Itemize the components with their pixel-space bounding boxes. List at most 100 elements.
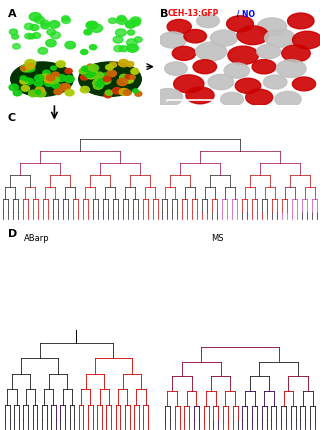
Circle shape xyxy=(130,75,135,79)
Circle shape xyxy=(276,60,306,77)
Circle shape xyxy=(119,89,129,95)
Circle shape xyxy=(24,23,34,30)
Circle shape xyxy=(35,90,41,94)
Circle shape xyxy=(89,64,99,71)
Circle shape xyxy=(25,33,33,39)
Text: / NO: / NO xyxy=(234,9,255,18)
Circle shape xyxy=(86,22,97,29)
Circle shape xyxy=(117,15,126,22)
Circle shape xyxy=(126,61,134,67)
Circle shape xyxy=(28,34,35,39)
Circle shape xyxy=(127,30,135,35)
Circle shape xyxy=(32,33,41,38)
Circle shape xyxy=(100,77,111,84)
Circle shape xyxy=(35,87,44,93)
Circle shape xyxy=(80,86,90,93)
Circle shape xyxy=(91,24,102,32)
Circle shape xyxy=(96,81,104,87)
Circle shape xyxy=(172,46,196,60)
Circle shape xyxy=(282,45,310,62)
Circle shape xyxy=(63,86,70,91)
Circle shape xyxy=(165,62,187,75)
Circle shape xyxy=(38,48,48,54)
Circle shape xyxy=(82,66,89,71)
Circle shape xyxy=(43,74,49,77)
Circle shape xyxy=(12,34,19,39)
Circle shape xyxy=(119,46,128,52)
Circle shape xyxy=(25,59,36,67)
Circle shape xyxy=(64,76,74,83)
Circle shape xyxy=(130,17,141,25)
Circle shape xyxy=(84,29,92,35)
Circle shape xyxy=(13,90,21,96)
Text: a: a xyxy=(165,98,168,103)
Circle shape xyxy=(257,18,287,35)
Ellipse shape xyxy=(79,62,141,96)
Text: ABarp: ABarp xyxy=(24,234,50,243)
Circle shape xyxy=(98,80,104,85)
Circle shape xyxy=(94,72,103,78)
Circle shape xyxy=(220,92,244,106)
Text: C: C xyxy=(8,113,16,123)
Circle shape xyxy=(90,45,97,50)
Circle shape xyxy=(21,86,29,91)
Circle shape xyxy=(120,74,128,80)
Circle shape xyxy=(186,87,214,104)
Circle shape xyxy=(174,75,204,93)
Circle shape xyxy=(12,44,20,49)
Circle shape xyxy=(21,65,31,72)
Circle shape xyxy=(43,70,50,76)
Circle shape xyxy=(105,90,113,95)
Circle shape xyxy=(257,44,281,58)
Circle shape xyxy=(87,64,93,68)
Circle shape xyxy=(88,65,94,70)
Circle shape xyxy=(116,17,127,25)
Circle shape xyxy=(47,78,57,84)
Circle shape xyxy=(88,69,97,75)
Circle shape xyxy=(51,66,56,70)
Circle shape xyxy=(153,89,183,106)
Circle shape xyxy=(263,75,287,89)
Text: MS: MS xyxy=(211,234,224,243)
Text: A: A xyxy=(8,9,17,19)
Circle shape xyxy=(81,49,88,55)
Circle shape xyxy=(127,44,138,52)
Circle shape xyxy=(20,67,26,71)
Circle shape xyxy=(197,14,219,28)
Circle shape xyxy=(235,78,261,93)
Circle shape xyxy=(62,17,70,24)
Circle shape xyxy=(35,75,44,81)
Circle shape xyxy=(25,65,35,72)
Circle shape xyxy=(29,12,41,21)
Circle shape xyxy=(134,37,142,43)
Circle shape xyxy=(124,90,131,95)
Circle shape xyxy=(237,26,268,45)
Ellipse shape xyxy=(11,62,73,96)
Circle shape xyxy=(114,46,123,52)
Circle shape xyxy=(94,76,101,80)
Circle shape xyxy=(125,74,132,79)
Circle shape xyxy=(56,75,66,81)
Circle shape xyxy=(132,68,138,73)
Circle shape xyxy=(62,16,69,21)
Circle shape xyxy=(40,20,49,26)
Circle shape xyxy=(39,75,45,79)
Circle shape xyxy=(60,83,70,91)
Circle shape xyxy=(112,88,122,94)
Circle shape xyxy=(25,78,34,84)
Circle shape xyxy=(107,70,116,77)
Circle shape xyxy=(131,69,139,74)
Circle shape xyxy=(126,39,137,46)
Circle shape xyxy=(93,79,103,87)
Circle shape xyxy=(265,29,295,47)
Circle shape xyxy=(135,91,142,96)
Circle shape xyxy=(227,16,253,32)
Circle shape xyxy=(44,80,53,86)
Circle shape xyxy=(26,63,35,69)
Circle shape xyxy=(123,76,134,83)
Circle shape xyxy=(196,42,227,61)
Circle shape xyxy=(118,59,129,67)
Circle shape xyxy=(113,36,123,43)
Circle shape xyxy=(56,61,65,67)
Circle shape xyxy=(50,32,60,39)
